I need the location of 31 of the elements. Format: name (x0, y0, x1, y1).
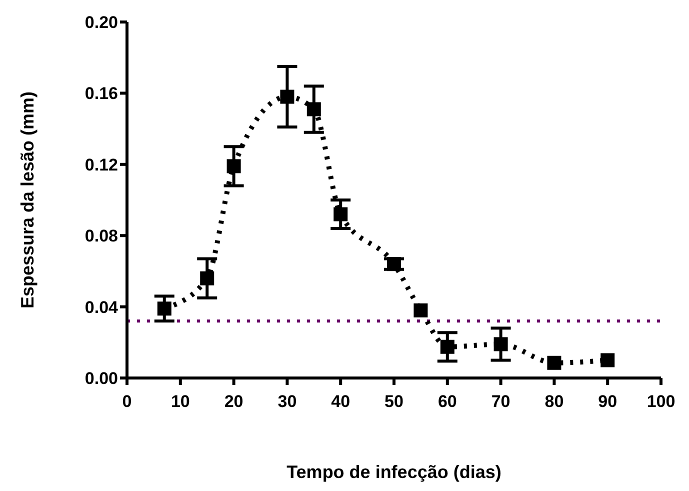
x-tick-label: 0 (122, 392, 132, 411)
point (440, 340, 454, 354)
x-tick-label: 60 (438, 392, 457, 411)
point (600, 353, 615, 368)
x-tick-label: 30 (278, 392, 297, 411)
y-axis-title: Espessura da lesão (mm) (17, 91, 38, 309)
x-tick-label: 70 (491, 392, 510, 411)
y-tick-label: 0.20 (84, 13, 118, 32)
x-tick-label: 40 (331, 392, 350, 411)
x-tick-label: 80 (544, 392, 564, 411)
x-tick-label: 100 (646, 392, 676, 411)
y-tick-label: 0.16 (84, 84, 118, 104)
point (280, 90, 294, 104)
y-tick-label: 0.04 (84, 298, 119, 317)
x-tick-label: 50 (384, 392, 404, 411)
point (414, 303, 428, 318)
x-axis-title: Tempo de infecção (dias) (286, 462, 502, 482)
point (200, 271, 214, 286)
point (387, 257, 401, 272)
point (306, 102, 321, 116)
x-tick-label: 90 (598, 392, 618, 411)
x-tick-label: 20 (224, 392, 244, 411)
y-tick-label: 0.12 (84, 155, 118, 174)
point (547, 356, 562, 370)
y-tick-label: 0.08 (84, 226, 118, 246)
point (494, 337, 508, 352)
point (157, 302, 172, 316)
y-tick-label: 0.00 (84, 369, 118, 388)
point (334, 207, 348, 222)
point (226, 159, 241, 174)
x-tick-label: 10 (170, 392, 190, 411)
